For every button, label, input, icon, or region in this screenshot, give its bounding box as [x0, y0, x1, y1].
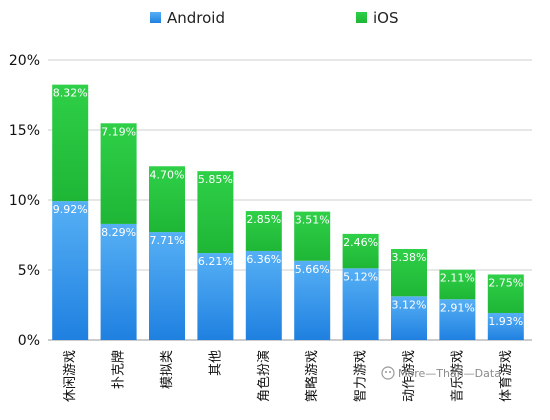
watermark-text: More—Than—Data: [398, 367, 501, 380]
x-tick-label: 休闲游戏: [63, 350, 78, 402]
legend-swatch-android: [150, 12, 161, 23]
bar-ios: [197, 171, 234, 254]
data-label-ios: 2.85%: [246, 213, 281, 226]
x-tick-label: 智力游戏: [354, 350, 369, 402]
bar-android: [487, 312, 524, 340]
bar-android: [197, 253, 234, 340]
bar-android: [294, 260, 331, 340]
bar-ios: [391, 249, 427, 297]
data-label-ios: 3.38%: [392, 251, 427, 264]
y-tick-label: 15%: [9, 123, 40, 139]
data-label-android: 6.36%: [246, 253, 281, 266]
bar-android: [149, 232, 185, 340]
data-label-android: 7.71%: [150, 234, 185, 247]
legend: Android iOS: [150, 9, 399, 27]
bar-android: [439, 299, 476, 340]
y-tick-label: 0%: [18, 333, 40, 349]
bar-android: [342, 268, 379, 340]
legend-item-android: Android: [150, 9, 225, 27]
bar-ios: [52, 84, 89, 202]
y-tick-label: 20%: [9, 53, 40, 69]
bar-android: [52, 201, 89, 340]
data-label-ios: 3.51%: [295, 214, 330, 227]
data-label-ios: 8.32%: [53, 87, 88, 100]
bar-ios: [245, 211, 282, 251]
bars: [52, 84, 524, 340]
x-tick-label: 扑克牌: [111, 350, 127, 389]
x-tick-label: 音乐游戏: [449, 350, 465, 402]
y-axis: 0% 5% 10% 15% 20%: [9, 53, 40, 349]
y-tick-label: 10%: [9, 193, 40, 209]
data-label-ios: 5.85%: [198, 173, 233, 186]
legend-label-ios: iOS: [373, 9, 399, 27]
data-label-android: 5.12%: [343, 270, 378, 283]
x-tick-label: 其他: [208, 350, 223, 376]
bar-ios: [439, 269, 476, 300]
data-label-android: 5.66%: [295, 263, 330, 276]
data-label-ios: 2.11%: [440, 272, 475, 285]
data-labels: 9.92% 8.32% 8.29% 7.19% 7.71% 4.70% 6.21% 5.85%…: [53, 87, 524, 328]
x-axis: 休闲游戏 扑克牌 模拟类 其他 角色扮演 策略游戏 智力游戏 动作游戏 音乐游戏 体育游戏: [63, 350, 514, 402]
bar-ios: [100, 123, 137, 224]
bar-android: [391, 296, 427, 340]
data-label-ios: 2.75%: [488, 276, 523, 289]
data-label-ios: 2.46%: [343, 236, 378, 249]
watermark: More—Than—Data: [381, 366, 501, 380]
data-label-ios: 4.70%: [150, 168, 185, 181]
y-tick-label: 5%: [18, 263, 40, 279]
bar-ios: [487, 274, 524, 313]
data-label-android: 9.92%: [53, 203, 88, 216]
legend-label-android: Android: [167, 9, 225, 27]
x-tick-label: 策略游戏: [304, 350, 320, 402]
bar-ios: [342, 233, 379, 269]
bar-android: [245, 250, 282, 340]
legend-item-ios: iOS: [356, 9, 399, 27]
legend-swatch-ios: [356, 12, 367, 23]
x-tick-label: 体育游戏: [498, 350, 514, 402]
data-label-android: 6.21%: [198, 255, 233, 268]
bar-ios: [294, 211, 331, 261]
data-label-android: 3.12%: [392, 298, 427, 311]
x-tick-label: 模拟类: [160, 350, 175, 389]
watermark-logo-icon: [381, 366, 395, 380]
data-label-ios: 7.19%: [101, 125, 136, 138]
x-tick-label: 动作游戏: [402, 350, 417, 402]
data-label-android: 2.91%: [440, 301, 475, 314]
data-label-android: 8.29%: [101, 226, 136, 239]
data-label-android: 1.93%: [488, 315, 523, 328]
x-tick-label: 角色扮演: [256, 350, 272, 402]
bar-android: [100, 223, 137, 340]
bar-ios: [149, 166, 185, 233]
